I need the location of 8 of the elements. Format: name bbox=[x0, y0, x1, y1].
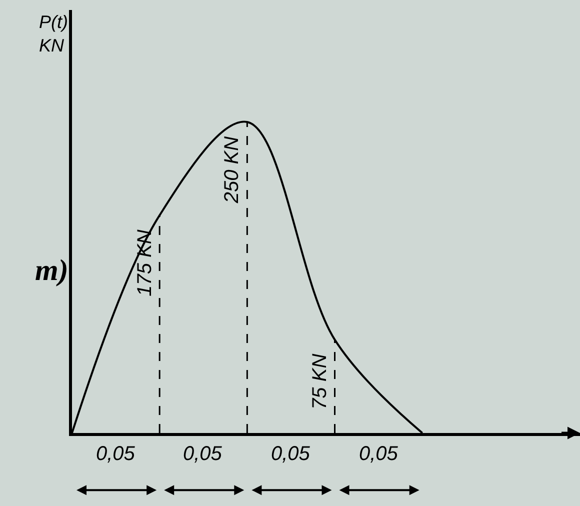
data-label: 75 KN bbox=[309, 353, 332, 410]
text: 0,05 bbox=[96, 443, 136, 465]
text: 0,05 bbox=[183, 443, 223, 465]
text: 0,05 bbox=[271, 443, 311, 465]
data-label: 250 KN bbox=[221, 136, 244, 204]
text: 0,05 bbox=[359, 443, 399, 465]
y-axis-title: P(t) KN bbox=[39, 12, 68, 56]
annotation: m) bbox=[35, 254, 68, 287]
